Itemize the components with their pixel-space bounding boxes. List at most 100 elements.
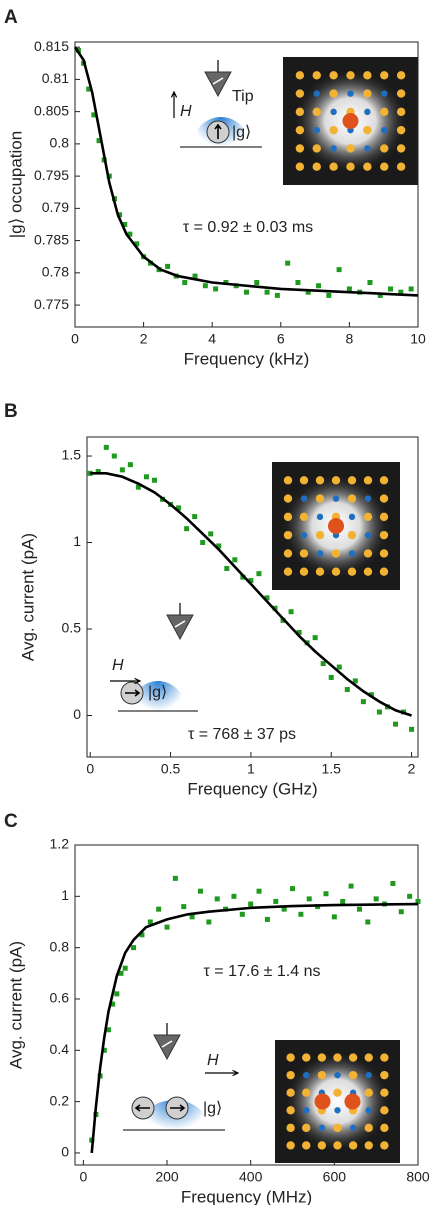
y-tick-label: 0 (73, 706, 81, 722)
inset-atom (364, 1123, 373, 1133)
data-point (323, 891, 329, 897)
annotation: τ = 768 ± 37 ps (188, 726, 296, 743)
inset-atom (315, 567, 325, 576)
inset-atom (283, 530, 293, 540)
inset-atom (364, 1141, 373, 1150)
inset-atom (346, 144, 355, 153)
fit-line (90, 902, 419, 1154)
data-point (192, 514, 198, 520)
inset-atom (380, 1088, 389, 1097)
inset-atom (302, 1053, 311, 1062)
inset-spin (342, 113, 359, 129)
inset-atom (317, 1053, 327, 1062)
inset-atom (380, 1123, 389, 1133)
field-arrow (170, 90, 178, 118)
inset-atom (295, 89, 305, 98)
y-tick-label: 0 (61, 1144, 69, 1160)
annotation: |g⟩ (148, 684, 167, 701)
data-point (110, 1001, 116, 1007)
inset-atom (333, 1088, 342, 1097)
data-point (388, 286, 394, 292)
data-point (328, 674, 334, 680)
inset-atom (295, 125, 305, 135)
annotation: τ = 0.92 ± 0.03 ms (183, 219, 313, 236)
y-tick-label: 1.2 (50, 836, 70, 852)
x-tick-label: 400 (239, 1169, 263, 1185)
y-axis-label: Avg. current (pA) (18, 533, 37, 661)
data-point (172, 875, 178, 881)
data-point (348, 883, 354, 889)
inset-atom (348, 513, 356, 521)
data-point (336, 267, 342, 273)
inset-atom (286, 1088, 295, 1097)
inset-atom (363, 512, 373, 522)
data-point (415, 898, 421, 904)
inset-atom (299, 476, 309, 485)
y-tick-label: 0.775 (34, 296, 69, 312)
data-point (91, 112, 97, 118)
y-tick-label: 1 (61, 887, 69, 903)
inset-atom (315, 494, 325, 503)
data-point (86, 86, 92, 92)
data-point (264, 595, 270, 601)
inset-atom (295, 107, 305, 117)
data-point (232, 557, 238, 563)
inset-atom (364, 495, 372, 502)
fit-line (73, 46, 419, 297)
inset-atom (333, 1123, 342, 1133)
plot-frame (74, 844, 419, 1166)
inset-atom (363, 71, 372, 80)
data-point (200, 540, 206, 546)
data-point (288, 609, 294, 615)
data-point (281, 906, 287, 912)
inset-atom (363, 162, 372, 171)
inset-atom (331, 567, 341, 576)
tip (166, 614, 194, 641)
data-point (165, 263, 171, 269)
y-tick-label: 0.81 (42, 70, 69, 86)
x-tick-label: 200 (155, 1169, 179, 1185)
inset-atom (312, 71, 321, 80)
data-point (197, 888, 203, 894)
inset-atom (302, 1123, 311, 1133)
data-point (164, 924, 170, 930)
data-point (346, 286, 352, 292)
inset-atom (302, 1141, 311, 1150)
data-point (139, 932, 145, 938)
inset-atom (363, 476, 373, 485)
inset-atom (379, 512, 389, 522)
data-point (256, 571, 262, 577)
x-tick-label: 2 (408, 761, 416, 777)
panel-label: B (4, 401, 18, 422)
data-point (119, 467, 125, 473)
tip-spin (174, 620, 186, 628)
data-point (156, 906, 162, 912)
x-tick-label: 10 (410, 331, 426, 347)
inset-atom (331, 549, 341, 558)
y-axis-label: |g⟩ occupation (6, 131, 25, 238)
inset-atom (380, 1106, 389, 1115)
data-point (398, 909, 404, 915)
inset-atom (295, 144, 305, 153)
data-point (248, 578, 254, 584)
data-point (393, 721, 399, 727)
inset-atom (346, 71, 355, 80)
tip-spin (212, 77, 224, 85)
inset-atom (380, 1053, 389, 1062)
data-point (101, 1047, 107, 1053)
inset-atom (380, 1141, 389, 1150)
data-point (214, 896, 220, 902)
data-point (365, 919, 371, 925)
atom-spin (134, 1104, 150, 1112)
annotation: H (207, 1052, 219, 1069)
inset-atom (347, 90, 354, 97)
annotation: |g⟩ (232, 124, 251, 141)
inset-atom (283, 549, 293, 558)
inset-atom (283, 512, 293, 522)
data-point (114, 991, 120, 997)
inset-atom (348, 1070, 358, 1080)
annotation: H (180, 103, 192, 120)
data-point (273, 898, 279, 904)
data-point (184, 526, 190, 532)
data-point (254, 280, 260, 286)
